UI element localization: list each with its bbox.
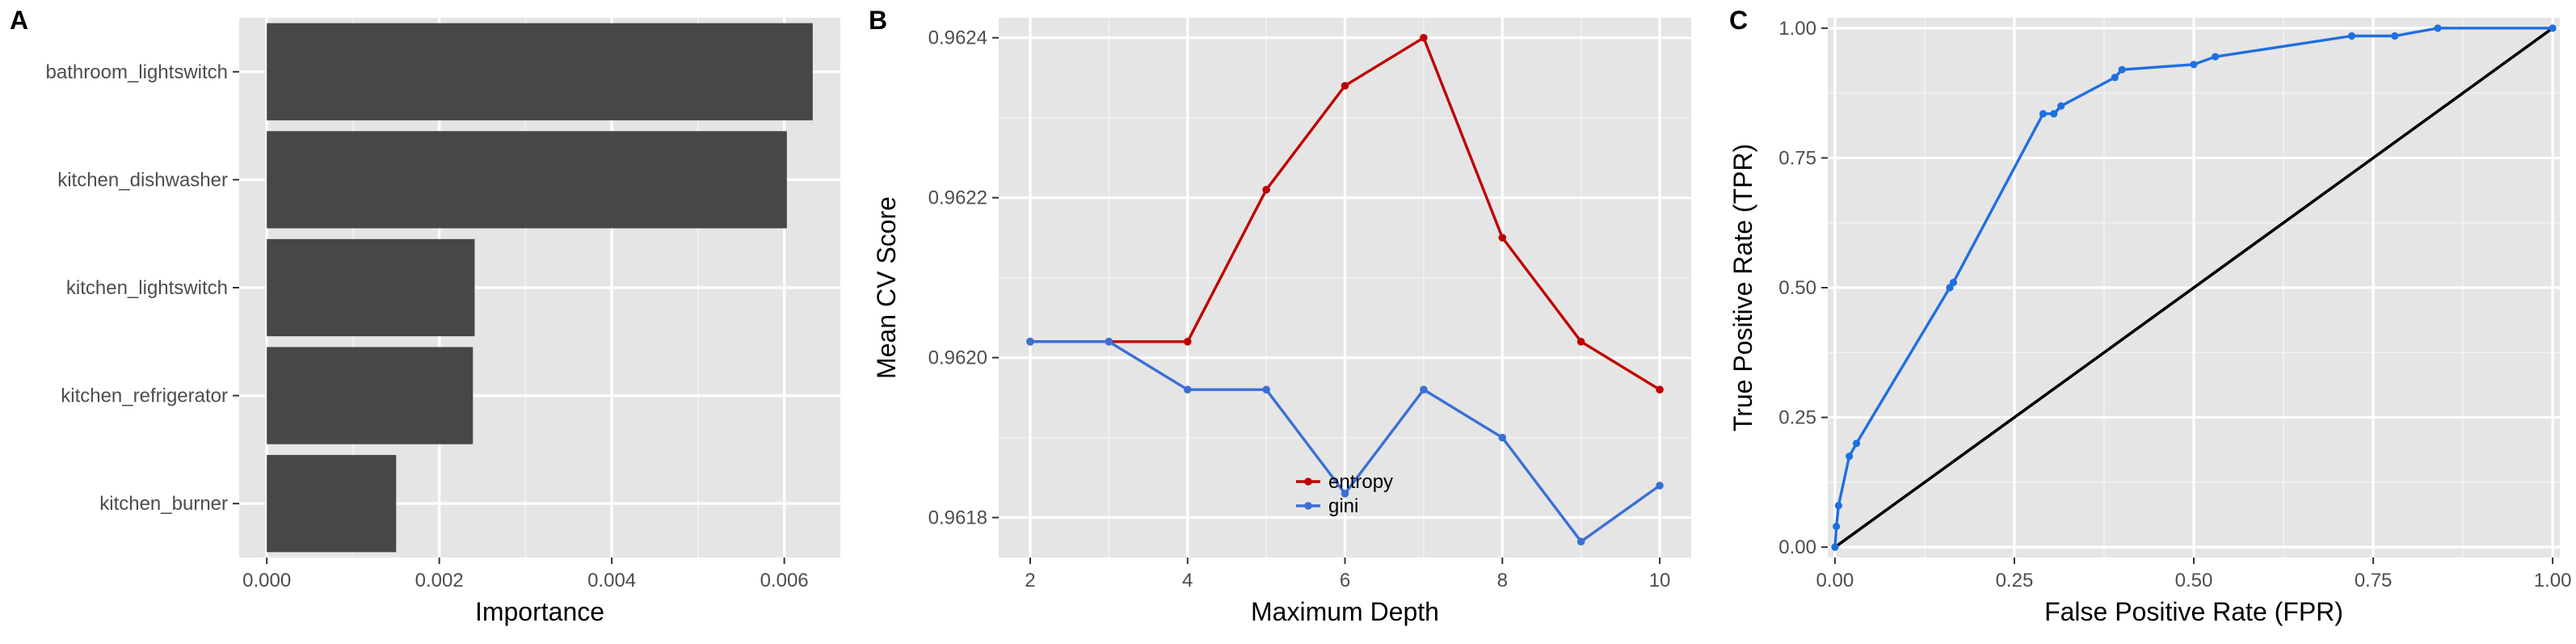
bar-kitchen-burner [267, 455, 397, 553]
roc-curve-line [1833, 27, 2553, 548]
series-entropy-point [1262, 185, 1270, 194]
roc-curve-point [2549, 24, 2557, 32]
panel-c-y-tick-label: 0.00 [1778, 537, 1816, 558]
panel-a-x-tick-label: 0.004 [587, 570, 636, 591]
panel-b-y-tick-label: 0.9624 [928, 27, 987, 49]
panel-b-x-tick-label: 8 [1497, 570, 1508, 591]
panel-a-x-tick-label: 0.002 [415, 570, 464, 591]
panel-b-tag: B [869, 6, 887, 35]
panel-c-x-tick-label: 0.50 [2175, 570, 2213, 591]
bar-kitchen-dishwasher [267, 131, 787, 229]
series-gini-point [1341, 490, 1349, 498]
panel-b-y-tick-label: 0.9620 [928, 347, 987, 369]
panel-c-roc-chart: C 0.00 0.25 0.50 0.75 1.00 0.00 0.25 0.50 0.75 1.… [1728, 6, 2571, 626]
panel-c-y-tick-label: 0.25 [1778, 407, 1816, 429]
panel-a-category-label: kitchen_dishwasher [57, 169, 228, 191]
panel-a-tag: A [10, 6, 28, 35]
panel-a-x-axis-title: Importance [475, 597, 604, 626]
roc-curve-point [1852, 440, 1861, 448]
series-gini-point [1656, 482, 1664, 490]
roc-curve-point [2039, 110, 2048, 118]
panel-c-x-axis-title: False Positive Rate (FPR) [2044, 597, 2343, 626]
panel-a-category-label: kitchen_refrigerator [61, 385, 228, 407]
legend-gini-label: gini [1328, 495, 1358, 517]
series-entropy-point [1341, 82, 1349, 90]
roc-curve-point [2391, 32, 2399, 40]
roc-curve-point [2434, 24, 2442, 32]
panel-c-x-tick-label: 0.25 [1996, 570, 2034, 591]
series-gini-point [1420, 385, 1428, 394]
panel-b-x-tick-label: 4 [1182, 570, 1193, 591]
roc-curve-point [1833, 522, 1841, 531]
panel-a-category-label: kitchen_lightswitch [66, 277, 228, 299]
roc-curve-point [2212, 53, 2220, 61]
legend-gini-key-point [1304, 502, 1312, 510]
series-gini-point [1105, 338, 1113, 346]
chance-diagonal-line [1833, 27, 2554, 549]
series-gini-point [1026, 338, 1034, 346]
panel-a-importance-chart: A bathroom_lightswitch kitchen_dishwasher… [10, 6, 840, 626]
panel-b-x-tick-label: 6 [1340, 570, 1350, 591]
panel-a-x-tick-label: 0.000 [242, 570, 291, 591]
series-entropy-point [1183, 338, 1192, 346]
panel-c-x-tick-label: 0.75 [2355, 570, 2393, 591]
bar-bathroom-lightswitch [267, 23, 813, 120]
series-entropy-point [1656, 385, 1664, 394]
panel-c-y-tick-label: 1.00 [1778, 18, 1816, 40]
panel-a-category-label: bathroom_lightswitch [46, 61, 228, 83]
series-entropy-point [1498, 234, 1507, 242]
panel-b-cv-score-chart: B 2 4 6 8 10 0.9618 0.9620 0.9622 0.9624 Maximum … [869, 6, 1691, 626]
legend-entropy-key-point [1304, 478, 1312, 486]
panel-c-x-tick-label: 0.00 [1816, 570, 1854, 591]
roc-curve-point [2050, 110, 2058, 118]
roc-curve-point [2057, 102, 2065, 110]
series-gini-point [1498, 433, 1507, 442]
panel-a-x-tick-label: 0.006 [760, 570, 809, 591]
panel-c-x-tick-label: 1.00 [2534, 570, 2572, 591]
series-entropy-point [1420, 33, 1428, 42]
roc-curve-point [2111, 74, 2119, 82]
series-gini-point [1183, 385, 1192, 394]
panel-a-category-label: kitchen_burner [99, 493, 228, 515]
bar-kitchen-lightswitch [267, 238, 475, 337]
roc-curve-point [1834, 502, 1842, 510]
panel-b-y-axis-title: Mean CV Score [872, 196, 901, 379]
series-gini-point [1576, 537, 1585, 546]
roc-curve-point [1831, 543, 1839, 551]
panel-b-y-tick-label: 0.9618 [928, 507, 987, 529]
panel-b-x-axis-title: Maximum Depth [1251, 597, 1439, 626]
roc-curve-point [2118, 65, 2126, 74]
series-entropy-point [1576, 338, 1585, 346]
panel-b-x-tick-label: 2 [1025, 570, 1035, 591]
panel-b-x-tick-label: 10 [1649, 570, 1671, 591]
roc-curve-point [1946, 284, 1954, 292]
legend-entropy-label: entropy [1328, 471, 1393, 493]
panel-b-y-tick-label: 0.9622 [928, 187, 987, 209]
panel-c-y-tick-label: 0.50 [1778, 277, 1816, 299]
roc-curve-point [1949, 278, 1958, 287]
panel-c-y-axis-title: True Positive Rate (TPR) [1728, 144, 1757, 431]
panel-c-tag: C [1729, 6, 1748, 35]
panel-c-y-tick-label: 0.75 [1778, 147, 1816, 169]
series-gini-point [1262, 385, 1270, 394]
roc-curve-point [2347, 32, 2356, 40]
roc-curve-point [2190, 61, 2198, 69]
bar-kitchen-refrigerator [267, 347, 474, 444]
roc-curve-point [1846, 452, 1854, 461]
